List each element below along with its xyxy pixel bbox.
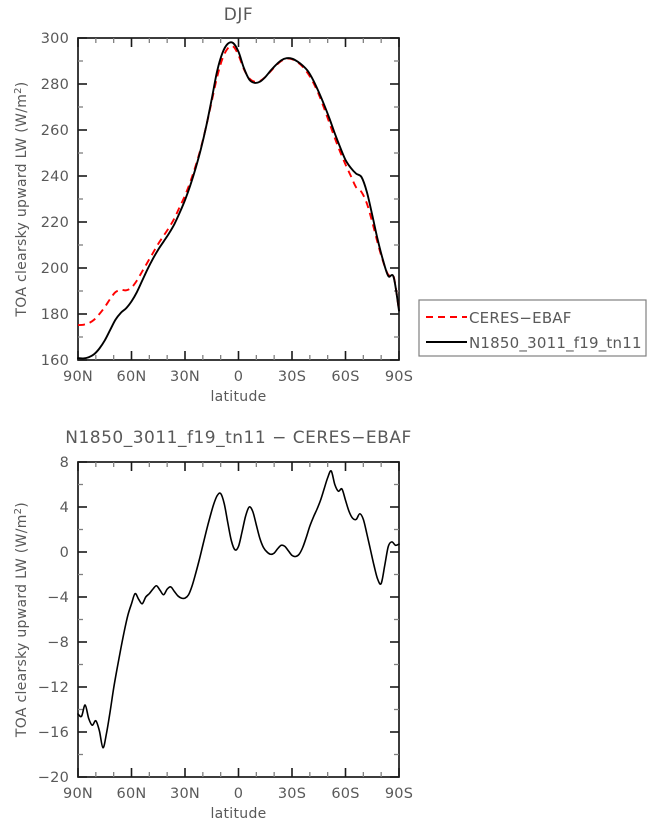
legend: CERES−EBAF N1850_3011_f19_tn11 [418,299,647,357]
y-tick-label: −12 [38,680,69,696]
y-tick-label: 200 [41,261,69,277]
y-tick-label: 4 [60,500,69,516]
legend-label-1: CERES−EBAF [469,309,572,327]
legend-box [418,299,647,357]
x-tick-label: 60S [331,786,359,802]
x-tick-label: 30S [278,369,306,385]
x-tick-label: 90S [385,786,413,802]
x-tick-label: 0 [234,369,243,385]
curves-bottom-panel [77,470,400,749]
y-tick-label: 280 [41,77,69,93]
y-tick-label: −8 [47,635,69,651]
y-tick-label: −16 [38,725,69,741]
y-tick-label: 240 [41,169,69,185]
chart-panel-bottom-panel: N1850_3011_f19_tn11 − CERES−EBAF 90N 60N 30… [13,428,413,822]
x-axis-label-top-panel: latitude [210,389,266,405]
x-tick-label: 60N [117,369,147,385]
data-series-2-top-panel [77,41,400,360]
x-tick-label: 60S [331,369,359,385]
y-tick-label: 160 [41,353,69,369]
y-axis-label-top-panel: TOA clearsky upward LW (W/m2) [13,81,30,317]
x-axis-label-bottom-panel: latitude [210,806,266,822]
x-tick-label: 0 [234,786,243,802]
y-tick-label: 0 [60,545,69,561]
x-tick-label: 90S [385,369,413,385]
x-tick-label: 90N [63,369,93,385]
y-tick-label: −20 [38,770,69,786]
x-tick-label: 30S [278,786,306,802]
y-tick-label: −4 [47,590,69,606]
y-axis-label-tail: ) [14,81,30,87]
x-tick-label: 60N [117,786,147,802]
y-tick-label: 260 [41,123,69,139]
y-axis-label-main: TOA clearsky upward LW (W/m [14,94,30,318]
y-axis-label-exponent: 2 [13,508,24,515]
legend-label-2: N1850_3011_f19_tn11 [469,334,642,353]
y-axis-label-tail: ) [14,502,30,508]
y-tick-label: 300 [41,31,69,47]
y-axis-label-bottom-panel: TOA clearsky upward LW (W/m2) [13,502,30,738]
data-series-1-bottom-panel [77,470,400,749]
chart-title-top-panel: DJF [224,5,253,25]
curves-top-panel [77,41,400,360]
y-tick-label: 220 [41,215,69,231]
y-tick-label: 8 [60,455,69,471]
x-tick-label: 30N [170,786,200,802]
y-tick-label: 180 [41,307,69,323]
y-axis-label-exponent: 2 [13,87,24,94]
chart-panel-top-panel: DJF 90N 60N 30N 0 30S 60S 90S 160 180 200 220 240 260… [13,5,413,405]
plot-frame-top-panel [77,37,400,361]
data-series-1-top-panel [77,45,400,326]
chart-title-bottom-panel: N1850_3011_f19_tn11 − CERES−EBAF [65,428,412,448]
x-tick-label: 30N [170,369,200,385]
x-tick-label: 90N [63,786,93,802]
y-axis-label-main: TOA clearsky upward LW (W/m [14,514,30,738]
